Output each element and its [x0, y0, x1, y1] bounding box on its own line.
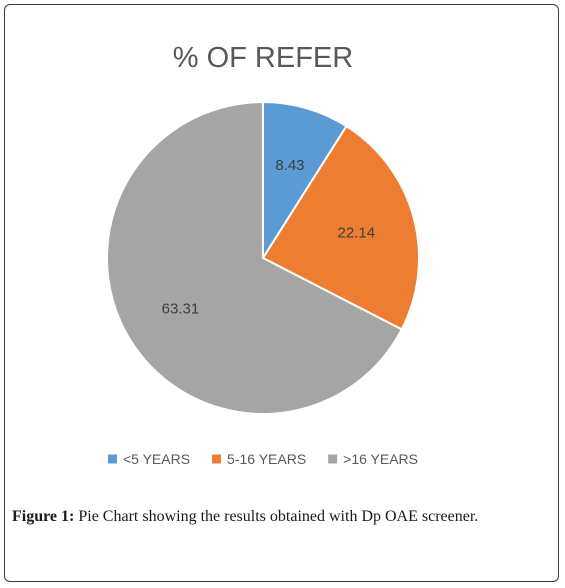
- data-label-2: 63.31: [162, 300, 200, 317]
- data-label-1: 22.14: [338, 225, 376, 242]
- pie-slice-labels: 8.43 22.14 63.31: [162, 157, 375, 317]
- caption-text: Pie Chart showing the results obtained w…: [78, 508, 479, 525]
- legend-label-1: 5-16 YEARS: [227, 451, 306, 467]
- legend-swatch-0: [107, 454, 117, 464]
- pie-slice-1: [262, 125, 420, 331]
- caption-label: Figure 1:: [12, 508, 75, 525]
- pie-slice-2: [106, 101, 403, 415]
- legend-swatch-1: [212, 454, 222, 464]
- legend-label-0: <5 YEARS: [123, 451, 190, 467]
- data-label-0: 8.43: [275, 157, 304, 174]
- legend: <5 YEARS 5-16 YEARS >16 YEARS: [107, 451, 418, 467]
- pie-slices: [106, 101, 420, 415]
- chart-title: % OF REFER: [173, 42, 353, 74]
- pie-chart: % OF REFER 8.43 22.14 63.31 <5 YEARS 5-16 Y…: [106, 42, 420, 467]
- legend-label-2: >16 YEARS: [343, 451, 418, 467]
- legend-swatch-2: [328, 454, 338, 464]
- figure-caption: Figure 1: Pie Chart showing the results …: [12, 505, 550, 529]
- pie-slice-0: [262, 101, 348, 259]
